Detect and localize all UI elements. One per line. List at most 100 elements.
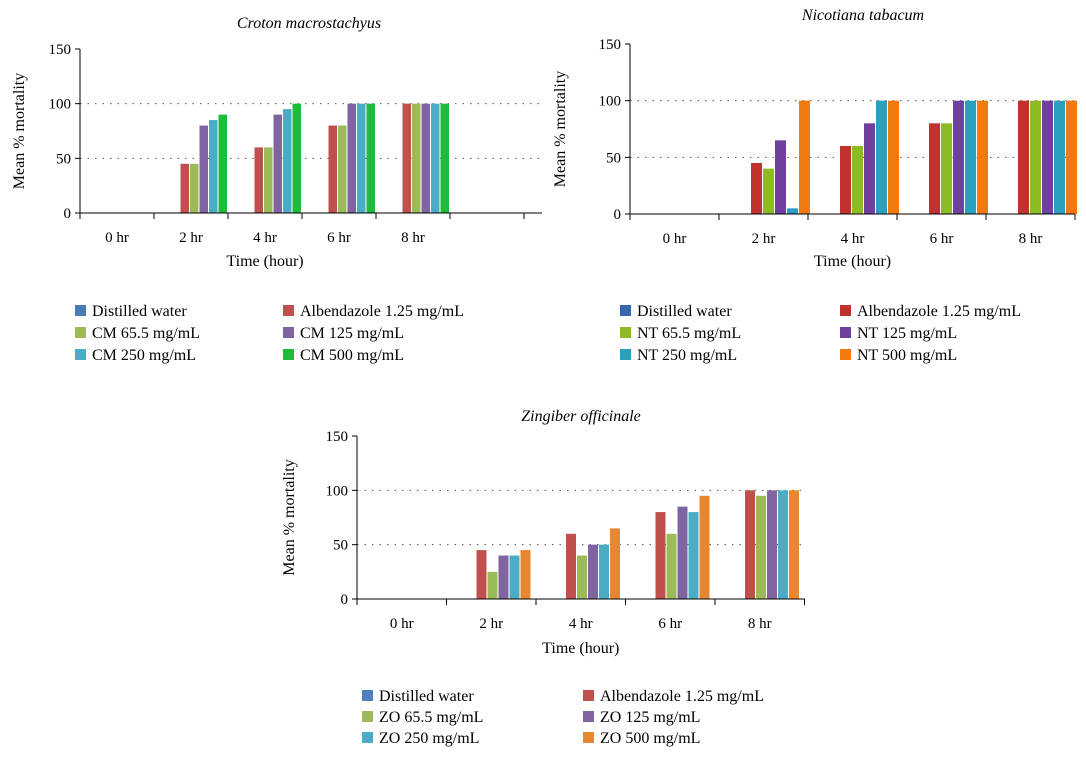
x-tick-label: 2 hr <box>179 230 203 246</box>
bar <box>264 147 273 213</box>
bar <box>509 555 520 599</box>
bar <box>1054 100 1065 214</box>
y-tick-label: 50 <box>333 538 348 554</box>
bar <box>888 100 899 214</box>
legend: Distilled water Albendazole 1.25 mg/mL NT … <box>620 303 1021 364</box>
bar <box>953 100 964 214</box>
bar <box>1018 100 1029 214</box>
x-tick-label: 4 hr <box>841 231 865 247</box>
y-tick-label: 0 <box>64 206 72 222</box>
bar <box>876 100 887 214</box>
legend-entry: NT 125 mg/mL <box>857 325 957 342</box>
bar <box>751 163 762 214</box>
legend-entry: CM 500 mg/mL <box>300 347 404 364</box>
bar <box>1042 100 1053 214</box>
y-tick-label: 100 <box>599 94 622 110</box>
legend-entry: NT 250 mg/mL <box>637 347 737 364</box>
bar <box>756 495 766 599</box>
bar <box>787 208 798 214</box>
legend-swatch <box>620 349 631 360</box>
x-tick-label: 6 hr <box>658 616 682 632</box>
bar <box>929 123 940 214</box>
bar <box>347 103 356 213</box>
legend-swatch <box>840 327 851 338</box>
bar <box>498 555 509 599</box>
legend-entry: Distilled water <box>92 303 187 320</box>
bar <box>254 147 263 213</box>
legend-entry: CM 125 mg/mL <box>300 325 404 342</box>
bar <box>357 103 366 213</box>
chart-title: Croton macrostachyus <box>237 15 381 32</box>
legend-entry: Albendazole 1.25 mg/mL <box>300 303 464 320</box>
legend-swatch <box>75 305 86 316</box>
x-tick-label: 2 hr <box>752 231 776 247</box>
legend-entry: ZO 125 mg/mL <box>600 709 700 726</box>
legend-swatch <box>362 711 373 722</box>
bar <box>402 103 411 213</box>
bar <box>476 550 487 599</box>
legend-swatch <box>840 349 851 360</box>
bar <box>292 103 301 213</box>
legend-swatch <box>283 305 294 316</box>
bar <box>421 103 430 213</box>
legend-swatch <box>283 327 294 338</box>
legend-swatch <box>75 327 86 338</box>
x-axis-label: Time (hour) <box>814 253 891 270</box>
y-axis-label: Mean % mortality <box>552 71 569 187</box>
bar <box>577 555 587 599</box>
bar <box>767 490 777 599</box>
y-tick-label: 150 <box>599 37 622 53</box>
legend-entry: ZO 500 mg/mL <box>600 730 700 747</box>
bar <box>655 512 666 599</box>
bar <box>789 490 799 599</box>
legend: Distilled water Albendazole 1.25 mg/mL CM … <box>75 303 464 364</box>
bar <box>852 146 863 214</box>
bar <box>799 100 810 214</box>
x-tick-label: 0 hr <box>390 616 414 632</box>
bar <box>566 533 576 599</box>
bar <box>688 512 699 599</box>
bar <box>941 123 952 214</box>
legend-entry: Distilled water <box>637 303 732 320</box>
legend-swatch <box>362 690 373 701</box>
legend-swatch <box>583 690 594 701</box>
legend-swatch <box>283 349 294 360</box>
legend-entry: NT 65.5 mg/mL <box>637 325 741 342</box>
bar <box>218 114 227 213</box>
x-tick-label: 8 hr <box>1019 231 1043 247</box>
bar <box>520 550 531 599</box>
bar <box>840 146 851 214</box>
bar <box>328 125 337 213</box>
x-tick-label: 6 hr <box>930 231 954 247</box>
y-tick-label: 0 <box>614 207 622 223</box>
y-tick-label: 0 <box>341 592 349 608</box>
chart-title: Zingiber officinale <box>521 408 641 425</box>
bar <box>699 495 710 599</box>
chart-nicotiana-tabacum: Nicotiana tabacum 0 50 100 150 0 hr 2 hr 4 hr 6 … <box>552 7 1077 364</box>
y-tick-label: 50 <box>606 150 621 166</box>
bar <box>273 114 282 213</box>
bar <box>338 125 347 213</box>
bar <box>778 490 788 599</box>
bar <box>440 103 449 213</box>
bar <box>190 163 199 213</box>
legend-swatch <box>840 305 851 316</box>
bar <box>366 103 375 213</box>
x-tick-label: 0 hr <box>105 230 129 246</box>
y-tick-label: 150 <box>326 429 349 445</box>
bar <box>180 163 189 213</box>
legend-entry: CM 250 mg/mL <box>92 347 196 364</box>
x-tick-label: 2 hr <box>479 616 503 632</box>
legend: Distilled water Albendazole 1.25 mg/mL ZO … <box>362 688 764 747</box>
y-tick-label: 50 <box>56 151 71 167</box>
bar <box>1030 100 1041 214</box>
legend-entry: ZO 250 mg/mL <box>379 730 479 747</box>
y-tick-label: 100 <box>49 97 72 113</box>
bar <box>283 109 292 213</box>
y-axis-label: Mean % mortality <box>281 459 298 575</box>
x-axis-label: Time (hour) <box>542 640 619 657</box>
x-axis-label: Time (hour) <box>226 253 303 270</box>
legend-swatch <box>620 305 631 316</box>
bar <box>412 103 421 213</box>
legend-entry: Distilled water <box>379 688 474 705</box>
